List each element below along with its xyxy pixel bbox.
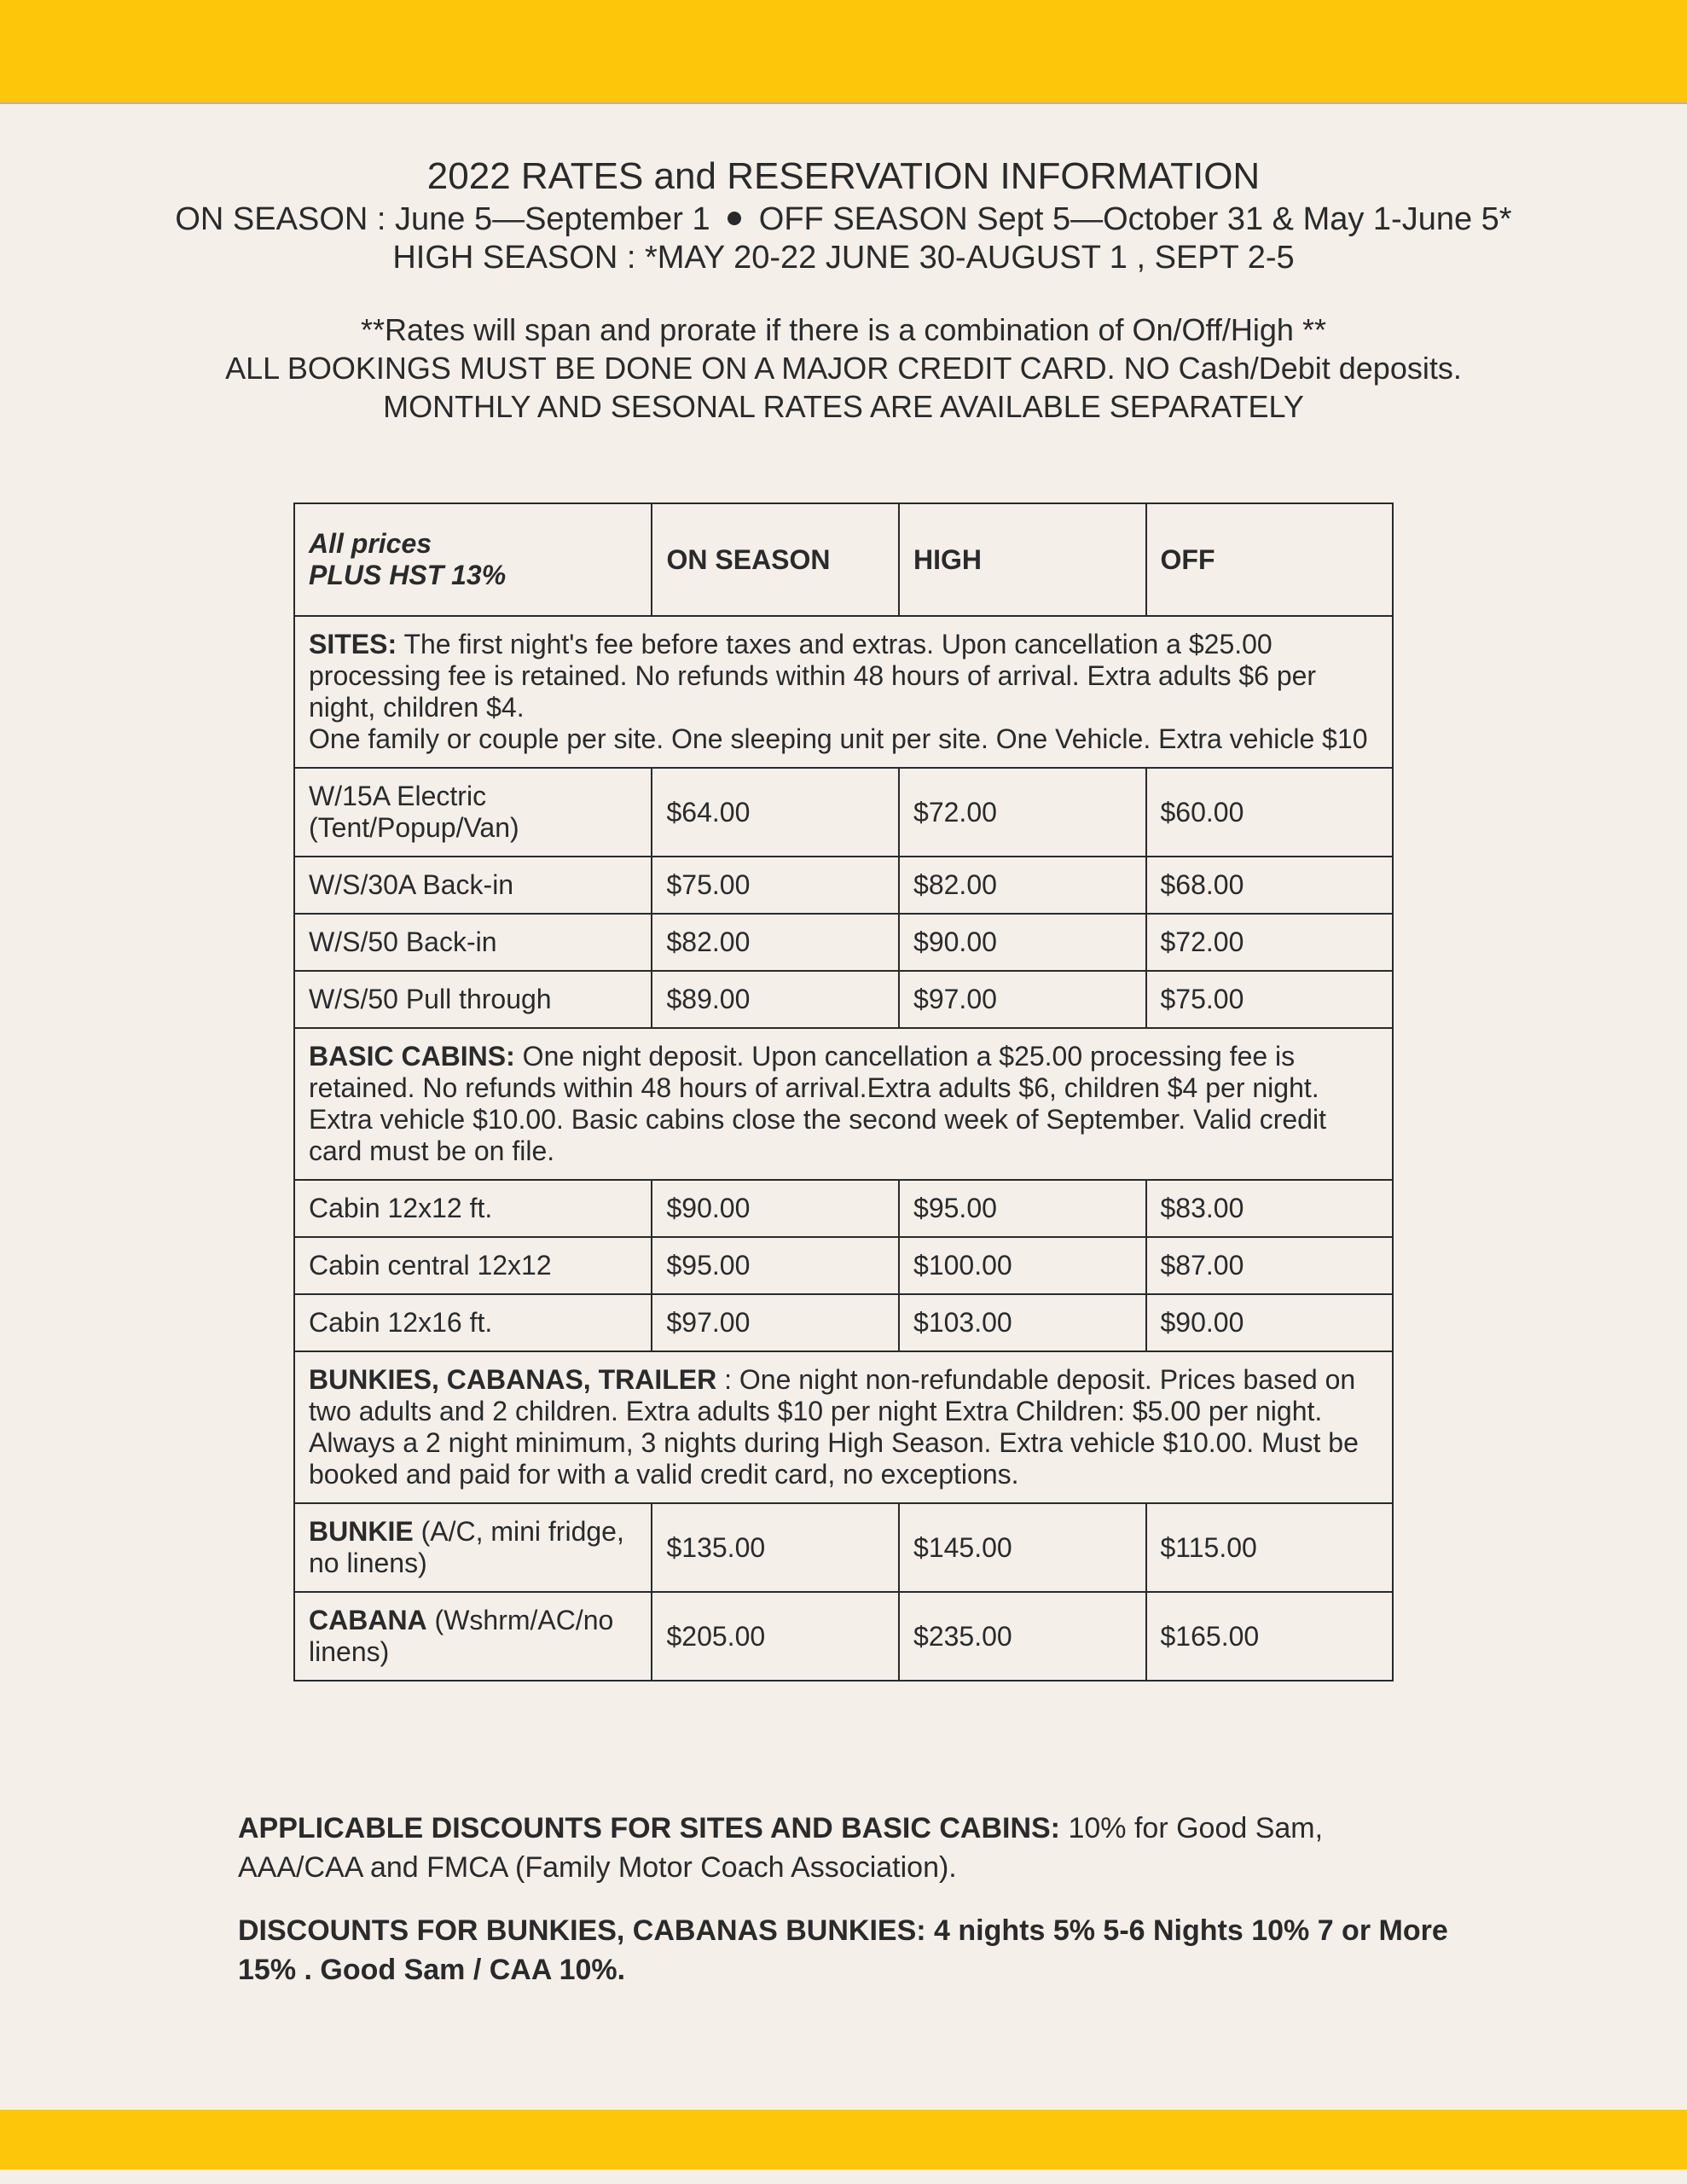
bullet-icon: [728, 212, 741, 225]
price-high: $95.00: [899, 1180, 1145, 1237]
row-name: Cabin 12x16 ft.: [294, 1294, 652, 1351]
note-monthly: MONTHLY AND SESONAL RATES ARE AVAILABLE …: [136, 387, 1551, 426]
price-on: $64.00: [652, 768, 899, 857]
price-high: $103.00: [899, 1294, 1145, 1351]
sites-text2: One family or couple per site. One sleep…: [309, 723, 1368, 754]
table-row: Cabin 12x12 ft. $90.00 $95.00 $83.00: [294, 1180, 1393, 1237]
note-credit-card: ALL BOOKINGS MUST BE DONE ON A MAJOR CRE…: [136, 349, 1551, 387]
table-row: W/S/50 Pull through $89.00 $97.00 $75.00: [294, 971, 1393, 1028]
table-row: BUNKIE (A/C, mini fridge, no linens) $13…: [294, 1503, 1393, 1592]
price-on: $89.00: [652, 971, 899, 1028]
row-name: Cabin central 12x12: [294, 1237, 652, 1294]
price-high: $90.00: [899, 914, 1145, 971]
price-high: $82.00: [899, 857, 1145, 914]
section-sites: SITES: The first night's fee before taxe…: [294, 616, 1393, 768]
price-off: $115.00: [1146, 1503, 1394, 1592]
cabins-label: BASIC CABINS:: [309, 1041, 515, 1072]
price-off: $165.00: [1146, 1592, 1394, 1681]
rates-table-wrap: All prices PLUS HST 13% ON SEASON HIGH O…: [293, 502, 1394, 1682]
table-header-row: All prices PLUS HST 13% ON SEASON HIGH O…: [294, 503, 1393, 616]
sites-text: The first night's fee before taxes and e…: [309, 629, 1316, 723]
header-col-off: OFF: [1146, 503, 1394, 616]
header-prices-label: All prices PLUS HST 13%: [294, 503, 652, 616]
table-row: Cabin central 12x12 $95.00 $100.00 $87.0…: [294, 1237, 1393, 1294]
row-name: BUNKIE (A/C, mini fridge, no linens): [294, 1503, 652, 1592]
section-bunkies: BUNKIES, CABANAS, TRAILER : One night no…: [294, 1351, 1393, 1503]
price-off: $75.00: [1146, 971, 1394, 1028]
discounts-block: APPLICABLE DISCOUNTS FOR SITES AND BASIC…: [238, 1809, 1449, 1990]
price-high: $97.00: [899, 971, 1145, 1028]
high-season-line: HIGH SEASON : *MAY 20-22 JUNE 30-AUGUST …: [136, 240, 1551, 276]
row-name: W/S/30A Back-in: [294, 857, 652, 914]
header-notes: **Rates will span and prorate if there i…: [136, 311, 1551, 426]
price-off: $68.00: [1146, 857, 1394, 914]
row-name: W/15A Electric (Tent/Popup/Van): [294, 768, 652, 857]
row-name: Cabin 12x12 ft.: [294, 1180, 652, 1237]
header-col-high: HIGH: [899, 503, 1145, 616]
table-row: W/15A Electric (Tent/Popup/Van) $64.00 $…: [294, 768, 1393, 857]
row-name: W/S/50 Pull through: [294, 971, 652, 1028]
rates-table: All prices PLUS HST 13% ON SEASON HIGH O…: [293, 502, 1394, 1682]
price-on: $97.00: [652, 1294, 899, 1351]
price-on: $205.00: [652, 1592, 899, 1681]
table-row: W/S/30A Back-in $75.00 $82.00 $68.00: [294, 857, 1393, 914]
top-bar: [0, 0, 1687, 102]
price-on: $95.00: [652, 1237, 899, 1294]
price-on: $75.00: [652, 857, 899, 914]
price-high: $72.00: [899, 768, 1145, 857]
price-off: $83.00: [1146, 1180, 1394, 1237]
section-cabins: BASIC CABINS: One night deposit. Upon ca…: [294, 1028, 1393, 1180]
off-season-text: OFF SEASON Sept 5—October 31 & May 1-Jun…: [759, 201, 1512, 237]
on-season-text: ON SEASON : June 5—September 1: [175, 201, 710, 237]
row-name: CABANA (Wshrm/AC/no linens): [294, 1592, 652, 1681]
price-high: $100.00: [899, 1237, 1145, 1294]
price-on: $90.00: [652, 1180, 899, 1237]
price-off: $72.00: [1146, 914, 1394, 971]
table-row: Cabin 12x16 ft. $97.00 $103.00 $90.00: [294, 1294, 1393, 1351]
note-prorate: **Rates will span and prorate if there i…: [136, 311, 1551, 349]
page-content: 2022 RATES and RESERVATION INFORMATION O…: [59, 104, 1628, 1990]
price-off: $60.00: [1146, 768, 1394, 857]
bunkies-label: BUNKIES, CABANAS, TRAILER: [309, 1364, 716, 1395]
table-row: CABANA (Wshrm/AC/no linens) $205.00 $235…: [294, 1592, 1393, 1681]
price-off: $90.00: [1146, 1294, 1394, 1351]
sites-label: SITES:: [309, 629, 397, 659]
season-on-off-line: ON SEASON : June 5—September 1 OFF SEASO…: [136, 201, 1551, 238]
table-row: W/S/50 Back-in $82.00 $90.00 $72.00: [294, 914, 1393, 971]
bottom-bar: [0, 2110, 1687, 2169]
page-title: 2022 RATES and RESERVATION INFORMATION: [136, 155, 1551, 198]
price-off: $87.00: [1146, 1237, 1394, 1294]
price-on: $135.00: [652, 1503, 899, 1592]
discounts-bunkies-text: DISCOUNTS FOR BUNKIES, CABANAS BUNKIES: …: [238, 1914, 1448, 1986]
discounts-sites-label: APPLICABLE DISCOUNTS FOR SITES AND BASIC…: [238, 1812, 1060, 1844]
header-col-on: ON SEASON: [652, 503, 899, 616]
price-high: $145.00: [899, 1503, 1145, 1592]
price-high: $235.00: [899, 1592, 1145, 1681]
price-on: $82.00: [652, 914, 899, 971]
row-name: W/S/50 Back-in: [294, 914, 652, 971]
